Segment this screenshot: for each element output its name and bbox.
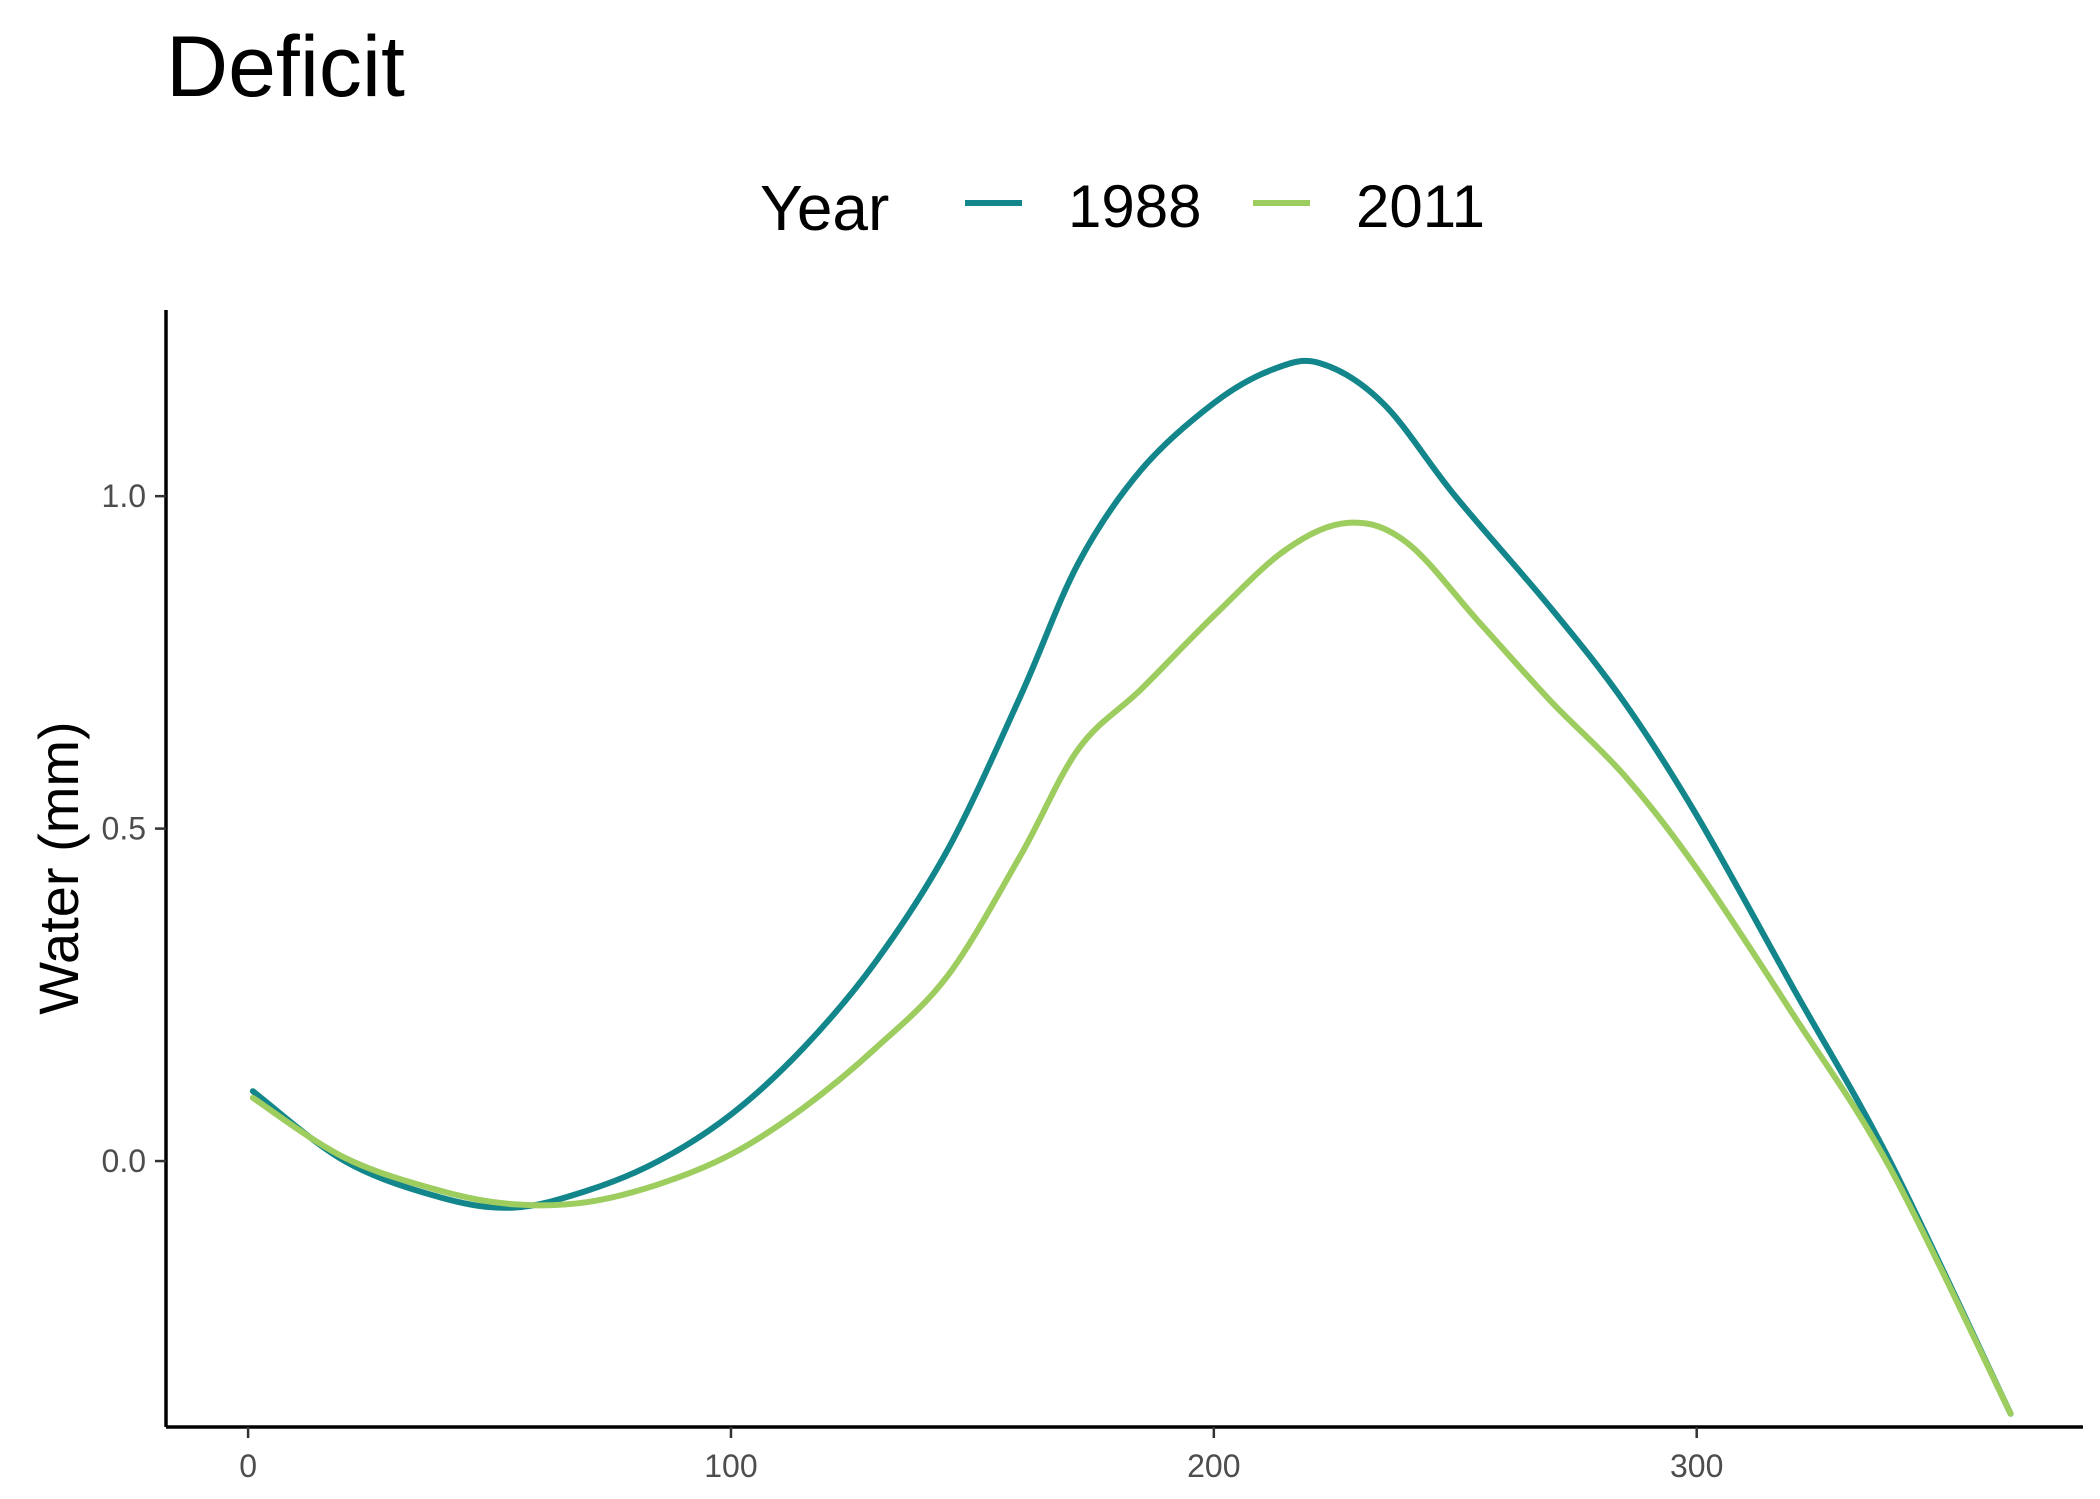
legend-label-2011: 2011 (1356, 173, 1485, 240)
legend-label-1988: 1988 (1068, 173, 1201, 240)
y-axis-label: Water (mm) (27, 721, 90, 1014)
series-line-1988 (249, 357, 2014, 1417)
plot-area: 0 100 200 300 0.0 0.5 1.0 (102, 310, 2083, 1484)
chart-title: Deficit (166, 19, 405, 115)
series-line-2011 (249, 519, 2014, 1417)
x-tick-label: 100 (704, 1448, 757, 1484)
legend: Year 1988 2011 (760, 172, 1485, 244)
legend-title: Year (760, 172, 889, 244)
x-tick-label: 0 (239, 1448, 257, 1484)
y-tick-label: 0.5 (102, 811, 146, 847)
y-tick-label: 1.0 (102, 478, 146, 514)
y-tick-label: 0.0 (102, 1143, 146, 1179)
x-tick-label: 300 (1670, 1448, 1723, 1484)
x-tick-label: 200 (1187, 1448, 1240, 1484)
